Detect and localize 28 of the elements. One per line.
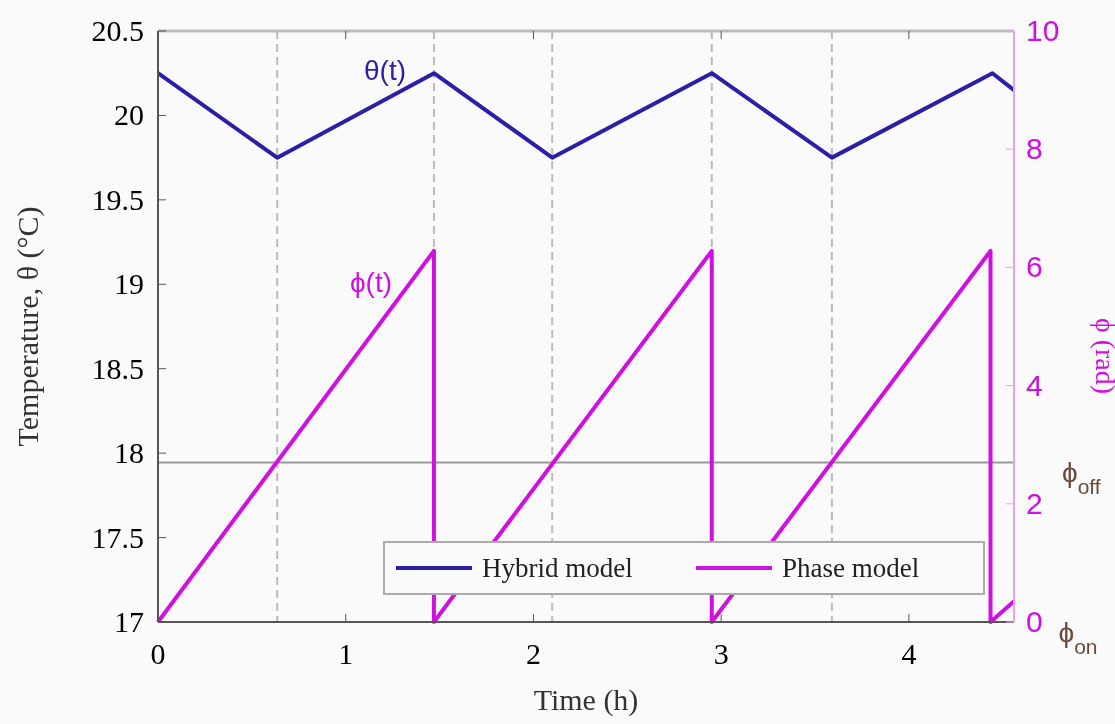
legend-label: Phase model <box>782 553 920 583</box>
ref-line-label: ϕ$_{off}$ <box>1062 457 1101 498</box>
y2-tick-label: 2 <box>1026 486 1043 520</box>
x-tick-label: 3 <box>713 637 729 670</box>
x-tick-label: 4 <box>901 637 917 670</box>
text: ϕ$_{on}$ <box>1058 617 1098 658</box>
y-tick-label: 20 <box>114 98 144 132</box>
x-tick-label: 1 <box>338 637 354 670</box>
x-tick-label: 2 <box>525 637 541 670</box>
y-tick-label: 19.5 <box>91 182 144 216</box>
y2-axis-title: ϕ (rad) <box>1090 317 1115 395</box>
y-tick-label: 17 <box>114 605 144 638</box>
annotation: ϕ(t) <box>349 267 393 298</box>
y-tick-label: 20.5 <box>91 14 144 47</box>
y-tick-label: 18 <box>114 436 144 470</box>
legend-label: Hybrid model <box>482 553 633 583</box>
y2-tick-label: 10 <box>1026 14 1060 47</box>
x-axis-title: Time (h) <box>533 683 639 717</box>
y-tick-label: 18.5 <box>91 351 144 385</box>
annotation: θ(t) <box>364 55 406 86</box>
x-tick-label: 0 <box>150 637 166 670</box>
y-tick-label: 19 <box>114 267 144 301</box>
y2-tick-label: 4 <box>1026 368 1043 402</box>
y-tick-label: 17.5 <box>91 520 144 554</box>
y2-tick-label: 0 <box>1026 605 1043 638</box>
y-axis-title: Temperature, θ (°C) <box>11 206 45 447</box>
y2-tick-label: 6 <box>1026 250 1043 284</box>
y2-tick-label: 8 <box>1026 132 1043 166</box>
